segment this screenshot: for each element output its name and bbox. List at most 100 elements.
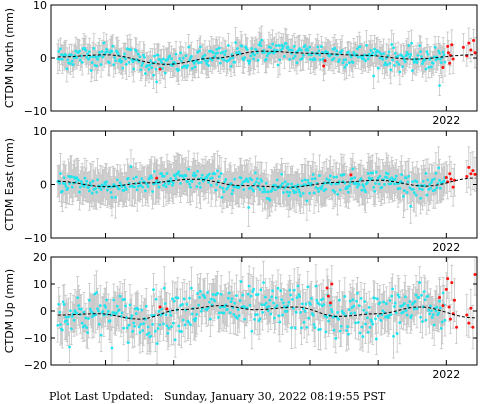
daily-point xyxy=(382,52,385,56)
daily-point xyxy=(64,53,68,57)
daily-point xyxy=(335,49,339,53)
daily-point xyxy=(167,182,171,186)
daily-point xyxy=(409,53,413,56)
daily-point xyxy=(404,176,408,180)
daily-point xyxy=(192,61,196,65)
plot-area-east xyxy=(56,146,477,227)
daily-point xyxy=(263,190,267,194)
daily-point xyxy=(56,323,60,327)
rapid-point xyxy=(467,165,471,169)
daily-point xyxy=(333,46,337,50)
daily-point xyxy=(106,188,109,192)
daily-point xyxy=(125,62,128,66)
daily-point xyxy=(395,60,399,64)
daily-point xyxy=(385,176,389,180)
daily-point xyxy=(91,55,95,58)
daily-point xyxy=(303,44,307,47)
rapid-point xyxy=(441,66,445,70)
plot-area-north xyxy=(56,25,477,96)
daily-point xyxy=(86,52,89,56)
daily-point xyxy=(297,188,301,192)
daily-point xyxy=(258,41,262,45)
daily-point xyxy=(377,50,381,54)
daily-point xyxy=(379,52,383,56)
daily-point xyxy=(370,177,374,180)
daily-point xyxy=(143,72,147,75)
daily-point xyxy=(384,56,388,60)
daily-point xyxy=(334,182,338,186)
daily-point xyxy=(250,47,254,50)
daily-point xyxy=(142,53,145,57)
panel-north: 10 0 −10 2022 CTDM North (mm) xyxy=(3,0,478,127)
daily-point xyxy=(282,44,285,48)
daily-point xyxy=(432,55,436,59)
daily-point xyxy=(257,181,261,185)
daily-point xyxy=(363,53,367,57)
daily-point xyxy=(59,323,62,326)
daily-point xyxy=(193,65,197,69)
daily-point xyxy=(269,46,273,50)
daily-point xyxy=(79,54,83,58)
daily-point xyxy=(134,182,137,185)
daily-point xyxy=(399,179,403,183)
daily-point xyxy=(173,174,177,178)
rapid-point xyxy=(448,172,452,176)
daily-point xyxy=(263,50,266,54)
daily-point xyxy=(205,176,209,180)
daily-point xyxy=(263,187,266,191)
x-tick-label: 2022 xyxy=(432,114,460,127)
daily-point xyxy=(369,49,373,52)
daily-point xyxy=(383,183,386,186)
daily-point xyxy=(419,50,422,54)
daily-point xyxy=(59,172,62,175)
daily-point xyxy=(120,59,124,63)
daily-point xyxy=(390,176,394,180)
daily-point xyxy=(198,49,201,53)
daily-point xyxy=(229,182,233,185)
daily-point xyxy=(171,64,174,67)
daily-point xyxy=(199,176,203,180)
daily-point xyxy=(349,55,353,59)
daily-point xyxy=(66,58,70,62)
daily-point xyxy=(150,66,154,70)
rapid-point xyxy=(449,177,453,181)
daily-point xyxy=(313,58,317,62)
daily-point xyxy=(285,190,289,194)
daily-point xyxy=(419,196,422,200)
daily-point xyxy=(68,182,71,185)
daily-point xyxy=(397,63,401,66)
daily-point xyxy=(64,184,68,188)
daily-point xyxy=(217,46,221,50)
daily-point xyxy=(348,181,352,184)
daily-point xyxy=(115,178,119,182)
rapid-point xyxy=(472,39,476,43)
daily-point xyxy=(418,44,422,48)
daily-point xyxy=(107,61,111,65)
daily-point xyxy=(412,191,416,195)
daily-point xyxy=(332,57,336,60)
daily-point xyxy=(194,173,198,177)
daily-point xyxy=(308,191,311,195)
daily-point xyxy=(114,195,117,199)
daily-point xyxy=(254,171,257,175)
daily-point xyxy=(365,44,368,47)
daily-point xyxy=(264,57,268,61)
daily-point xyxy=(243,56,247,59)
daily-point xyxy=(162,183,165,187)
daily-point xyxy=(223,180,227,184)
daily-point xyxy=(188,58,191,62)
rapid-point xyxy=(448,61,452,65)
daily-point xyxy=(162,57,165,61)
daily-point xyxy=(252,57,256,61)
daily-point xyxy=(231,56,235,60)
daily-point xyxy=(406,180,410,184)
daily-point xyxy=(301,53,305,57)
daily-point xyxy=(301,192,305,195)
y-tick-label: 10 xyxy=(33,125,47,138)
daily-point xyxy=(132,177,136,180)
daily-point xyxy=(143,189,147,193)
daily-point xyxy=(388,61,392,65)
daily-point xyxy=(372,74,376,78)
daily-point xyxy=(63,182,67,186)
daily-point xyxy=(411,187,415,191)
